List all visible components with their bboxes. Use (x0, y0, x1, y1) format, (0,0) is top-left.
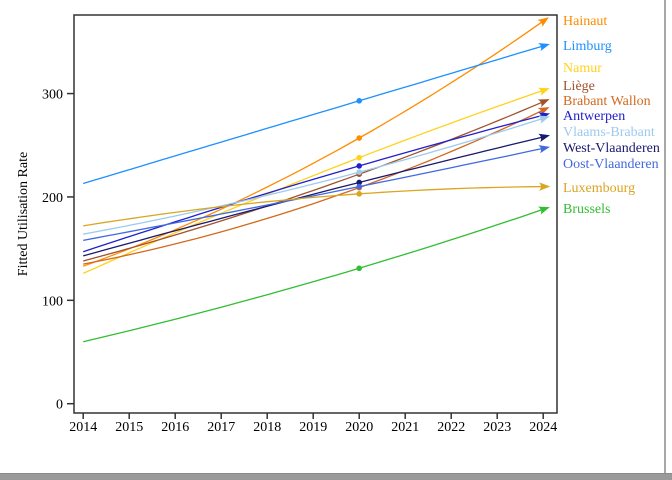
legend-label-brabant-wallon: Brabant Wallon (563, 94, 651, 109)
series-arrowhead-hainaut (537, 17, 549, 27)
series-line-brussels (83, 208, 544, 343)
series-line-vlaams-brabant (83, 117, 544, 235)
series-arrowhead-luxembourg (539, 182, 551, 191)
series-marker-vlaams-brabant (356, 169, 363, 175)
legend-label-limburg: Limburg (563, 39, 612, 54)
legend-label-oost-vlaanderen: Oost-Vlaanderen (563, 157, 659, 172)
y-tick-label: 100 (42, 294, 63, 309)
series-marker-west-vlaanderen (356, 179, 363, 186)
series-line-west-vlaanderen (83, 136, 544, 257)
y-tick-label: 0 (56, 398, 63, 413)
series-arrowhead-brussels (538, 206, 550, 215)
x-tick-label: 2018 (253, 420, 281, 435)
series-marker-antwerpen (356, 163, 363, 169)
x-tick-label: 2020 (345, 420, 373, 435)
series-marker-luxembourg (356, 191, 363, 197)
series-marker-namur (356, 154, 363, 161)
series-arrowhead-vlaams-brabant (538, 115, 550, 124)
series-arrowhead-west-vlaanderen (538, 133, 550, 142)
page-right-border (664, 0, 666, 473)
series-line-hainaut (82, 20, 544, 267)
series-line-limburg (83, 45, 544, 185)
legend-label-antwerpen: Antwerpen (563, 109, 625, 124)
series-arrowhead-limburg (538, 43, 550, 52)
y-axis-title: Fitted Utilisation Rate (16, 152, 31, 276)
page-bottom-shadow (0, 473, 672, 480)
y-tick-label: 300 (42, 88, 63, 103)
x-tick-label: 2016 (161, 420, 189, 435)
series-marker-limburg (356, 98, 363, 104)
x-tick-label: 2019 (299, 420, 327, 435)
x-tick-label: 2023 (483, 420, 511, 435)
x-tick-label: 2024 (529, 420, 557, 435)
y-tick-label: 200 (42, 191, 63, 206)
series-line-namur (82, 89, 544, 274)
series-arrowhead-oost-vlaanderen (538, 145, 550, 154)
series-marker-oost-vlaanderen (356, 183, 363, 190)
legend-label-hainaut: Hainaut (563, 14, 607, 29)
legend-label-liège: Liège (563, 79, 595, 94)
plot-frame (73, 14, 558, 414)
series-arrowhead-namur (538, 87, 550, 96)
series-marker-hainaut (356, 135, 363, 141)
legend-label-brussels: Brussels (563, 202, 610, 217)
series-arrowhead-liège (537, 99, 550, 108)
x-tick-label: 2021 (391, 420, 419, 435)
legend-label-namur: Namur (563, 61, 602, 76)
series-line-luxembourg (83, 185, 544, 227)
x-tick-label: 2022 (437, 420, 465, 435)
x-tick-label: 2017 (207, 420, 235, 435)
x-tick-label: 2014 (69, 420, 97, 435)
legend-label-luxembourg: Luxembourg (563, 181, 635, 196)
series-marker-brussels (356, 265, 363, 272)
series-line-oost-vlaanderen (83, 147, 544, 242)
legend-label-west-vlaanderen: West-Vlaanderen (563, 141, 660, 156)
x-tick-label: 2015 (115, 420, 143, 435)
series-line-antwerpen (82, 114, 544, 253)
legend-label-vlaams-brabant: Vlaams-Brabant (563, 125, 655, 140)
series-line-brabant-wallon (83, 109, 544, 265)
series-line-liège (83, 101, 544, 262)
series-arrowhead-brabant-wallon (537, 107, 550, 116)
